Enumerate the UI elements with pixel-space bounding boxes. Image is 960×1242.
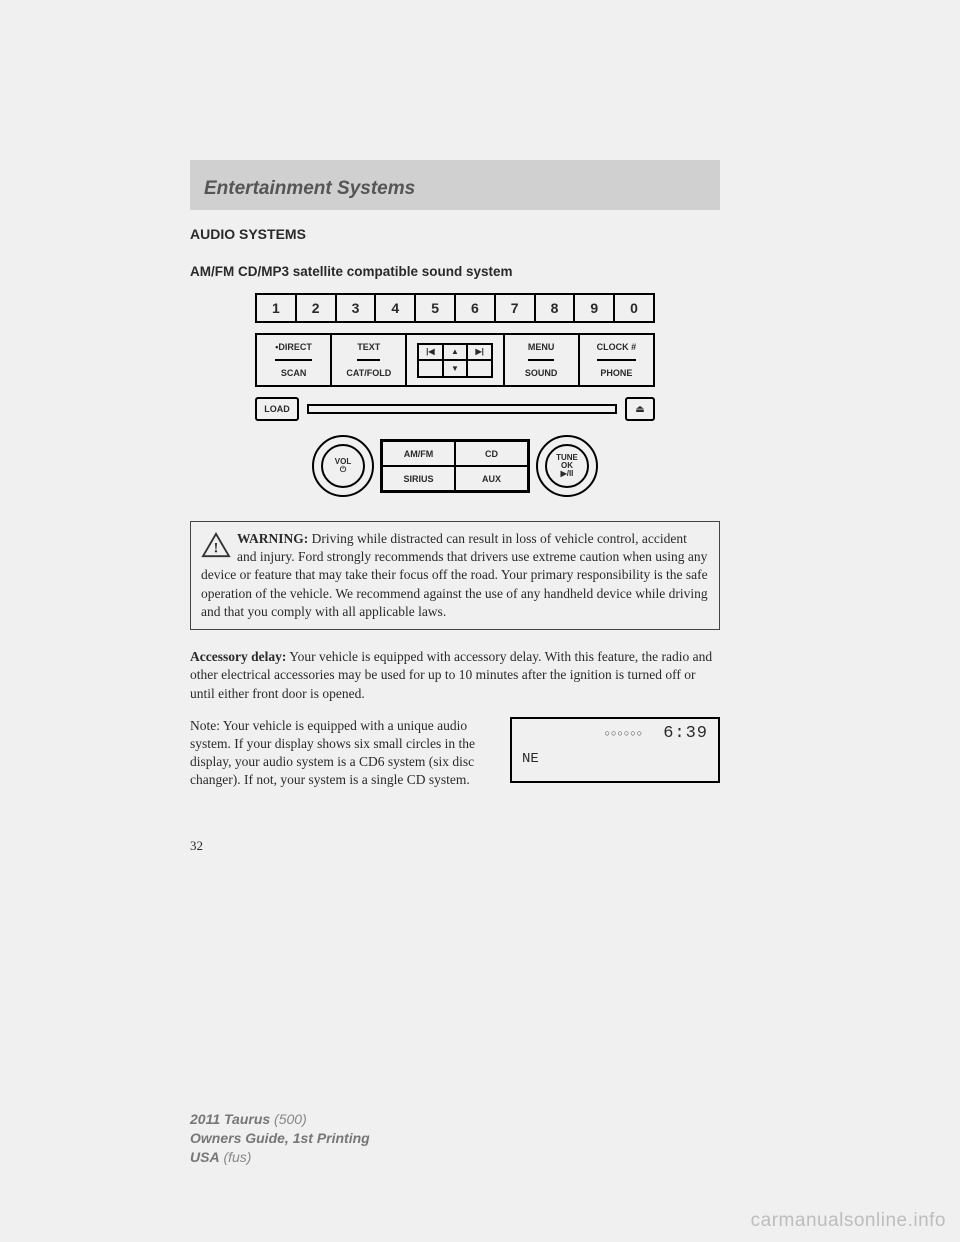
load-button: LOAD [255,397,299,421]
preset-7: 7 [496,295,536,321]
warning-icon: ! [201,532,231,558]
note-row: Note: Your vehicle is equipped with a un… [190,717,720,790]
preset-row: 1 2 3 4 5 6 7 8 9 0 [255,293,655,323]
footer: 2011 Taurus (500) Owners Guide, 1st Prin… [190,1110,370,1167]
section-title: AUDIO SYSTEMS [190,226,720,242]
eject-icon: ⏏ [625,397,655,421]
seek-up-icon: ▲ [443,344,468,361]
knob-row: VOL ⏻ AM/FM CD SIRIUS AUX TUNE OK ▶/II [255,435,655,497]
note-paragraph: Note: Your vehicle is equipped with a un… [190,717,492,790]
text-label: TEXT [357,335,380,361]
preset-0: 0 [615,295,653,321]
svg-text:!: ! [214,540,219,556]
page-number: 32 [190,838,720,854]
menu-label: MENU [528,335,555,361]
aux-label: AUX [455,466,528,491]
sound-label: SOUND [525,361,558,385]
display-mode: NE [522,751,708,767]
control-row: •DIRECT SCAN TEXT CAT/FOLD |◀ ▲ ▶| ▼ MEN… [255,333,655,387]
preset-3: 3 [337,295,377,321]
radio-diagram: 1 2 3 4 5 6 7 8 9 0 •DIRECT SCAN TEXT CA… [255,293,655,497]
text-catfold: TEXT CAT/FOLD [332,335,407,385]
preset-5: 5 [416,295,456,321]
warning-label: WARNING: [237,531,308,546]
direct-scan: •DIRECT SCAN [257,335,332,385]
seek-pad: |◀ ▲ ▶| ▼ [407,335,504,385]
footer-code: (500) [270,1111,307,1127]
manual-page: Entertainment Systems AUDIO SYSTEMS AM/F… [190,160,720,854]
chapter-header: Entertainment Systems [190,160,720,210]
tune-knob: TUNE OK ▶/II [536,435,598,497]
preset-4: 4 [376,295,416,321]
cd-slot [307,404,617,414]
clock-time: 6:39 [663,724,708,743]
footer-region: USA [190,1149,220,1165]
seek-next-icon: ▶| [467,344,492,361]
sirius-label: SIRIUS [382,466,455,491]
chapter-title: Entertainment Systems [204,178,706,200]
direct-label: •DIRECT [275,335,312,361]
preset-1: 1 [257,295,297,321]
play-pause-icon: ▶/II [561,470,574,478]
power-icon: ⏻ [340,466,346,474]
preset-2: 2 [297,295,337,321]
footer-model: 2011 Taurus [190,1111,270,1127]
clock-label: CLOCK # [597,335,637,361]
warning-box: ! WARNING: Driving while distracted can … [190,521,720,630]
footer-region-code: (fus) [220,1149,252,1165]
seek-prev-icon: |◀ [418,344,443,361]
cd-indicator-circles: ○○○○○○ [605,728,644,738]
subsection-title: AM/FM CD/MP3 satellite compatible sound … [190,264,720,279]
menu-sound: MENU SOUND [505,335,580,385]
mode-grid: AM/FM CD SIRIUS AUX [380,439,530,493]
accessory-paragraph: Accessory delay: Your vehicle is equippe… [190,648,720,703]
cd-label: CD [455,441,528,466]
phone-label: PHONE [600,361,632,385]
footer-guide: Owners Guide, 1st Printing [190,1129,370,1148]
note-text: Your vehicle is equipped with a unique a… [190,718,475,788]
volume-knob: VOL ⏻ [312,435,374,497]
clock-phone: CLOCK # PHONE [580,335,653,385]
catfold-label: CAT/FOLD [346,361,391,385]
accessory-lead: Accessory delay: [190,649,286,664]
preset-6: 6 [456,295,496,321]
radio-display: ○○○○○○ 6:39 NE [510,717,720,783]
amfm-label: AM/FM [382,441,455,466]
preset-9: 9 [575,295,615,321]
seek-down-icon: ▼ [443,360,468,377]
preset-8: 8 [536,295,576,321]
note-lead: Note: [190,718,220,733]
load-row: LOAD ⏏ [255,397,655,421]
watermark: carmanualsonline.info [751,1210,946,1232]
scan-label: SCAN [281,361,307,385]
